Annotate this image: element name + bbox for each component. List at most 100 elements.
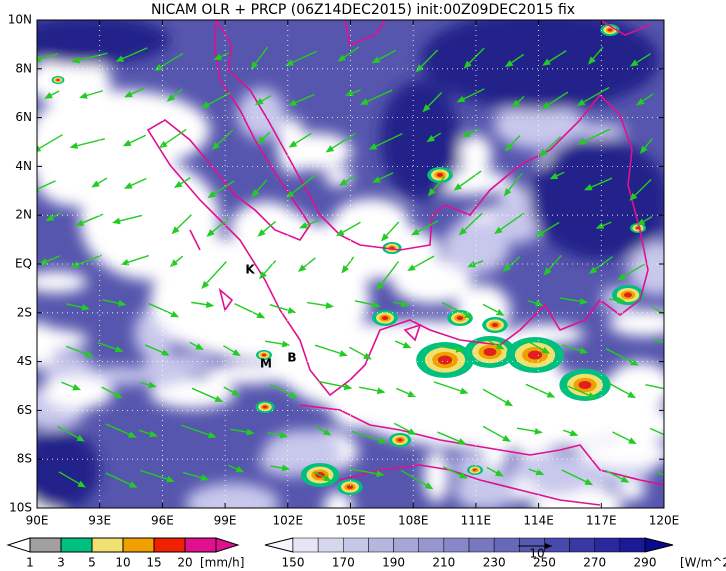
wind-arrowhead <box>231 389 241 397</box>
legend-swatch <box>6 537 31 553</box>
wind-arrowhead <box>378 437 388 444</box>
legend-swatch <box>644 537 674 553</box>
wind-vector <box>654 470 664 476</box>
lat-label: EQ <box>15 257 32 271</box>
legend-swatch <box>184 537 217 553</box>
wind-arrowhead <box>402 341 412 349</box>
lat-label: 10N <box>8 13 32 27</box>
wind-arrowhead <box>673 317 679 322</box>
wind-arrowhead <box>504 59 514 68</box>
wind-arrowhead <box>112 217 121 225</box>
cloud <box>185 483 280 508</box>
legend-label: 10 <box>115 556 130 570</box>
wind-arrowhead <box>325 145 335 153</box>
wind-arrowhead <box>427 188 436 197</box>
wind-arrowhead <box>426 134 436 143</box>
wind-arrowhead <box>495 469 504 477</box>
reference-arrowhead <box>545 543 552 549</box>
wind-arrowhead <box>256 311 266 319</box>
wind-arrowhead <box>541 346 551 354</box>
wind-arrowhead <box>158 140 168 149</box>
wind-arrowhead <box>45 214 55 222</box>
wind-arrowhead <box>415 64 424 73</box>
wind-arrowhead <box>410 228 420 236</box>
legend-swatch <box>29 537 62 553</box>
wind-arrowhead <box>577 138 587 145</box>
wind-arrowhead <box>288 140 298 148</box>
legend-swatch <box>443 537 470 553</box>
cloud <box>497 106 586 144</box>
site-label: M <box>260 357 272 371</box>
wind-arrowhead <box>44 92 53 99</box>
wind-arrowhead <box>458 472 468 479</box>
legend-unit: [mm/h] <box>200 556 244 570</box>
wind-arrowhead <box>504 143 513 152</box>
wind-arrowhead <box>494 226 503 235</box>
cloud-dark <box>37 20 170 65</box>
wind-arrowhead <box>363 352 372 360</box>
wind-arrowhead <box>579 297 589 305</box>
lat-label: 8N <box>15 61 32 75</box>
lat-label: 10S <box>9 501 32 515</box>
wind-arrowhead <box>149 430 158 438</box>
legend-label: 270 <box>583 556 606 570</box>
wind-arrowhead <box>76 434 86 442</box>
lon-label: 111E <box>461 514 492 528</box>
rain-cell <box>437 355 453 365</box>
cloud <box>581 440 664 468</box>
wind-arrowhead <box>251 189 260 198</box>
legend-swatch <box>619 537 646 553</box>
wind-arrowhead <box>123 182 133 189</box>
wind-arrowhead <box>207 190 217 199</box>
legend-label: 230 <box>483 556 506 570</box>
wind-arrowhead <box>71 56 80 64</box>
legend-swatch <box>317 537 344 553</box>
legend-label: 170 <box>332 556 355 570</box>
cloud <box>37 328 89 353</box>
wind-arrowhead <box>299 222 308 229</box>
cloud <box>281 132 353 170</box>
wind-arrowhead <box>279 431 289 439</box>
wind-arrowhead <box>297 264 307 273</box>
site-label: B <box>287 351 296 365</box>
wind-arrowhead <box>381 233 389 242</box>
cloud <box>37 271 88 293</box>
wind-arrowhead <box>288 99 297 106</box>
rain-cell <box>56 79 60 81</box>
wind-arrowhead <box>285 190 295 199</box>
cloud <box>206 363 292 384</box>
lon-label: 108E <box>398 514 429 528</box>
wind-arrowhead <box>629 192 638 201</box>
rain-cell <box>397 438 403 442</box>
wind-arrowhead <box>325 302 334 309</box>
wind-vector <box>37 180 56 191</box>
cloud <box>80 160 220 280</box>
wind-arrowhead <box>459 387 469 395</box>
lon-label: 117E <box>586 514 617 528</box>
wind-arrowhead <box>407 428 417 435</box>
legend-label: 290 <box>634 556 657 570</box>
rain-cell <box>456 316 464 320</box>
wind-arrowhead <box>77 480 86 488</box>
wind-arrowhead <box>588 56 596 65</box>
legend-label: 210 <box>432 556 455 570</box>
rain-cell <box>346 485 354 489</box>
wind-arrowhead <box>372 176 381 183</box>
wind-arrowhead <box>235 465 245 473</box>
wind-arrowhead <box>463 60 472 69</box>
wind-arrowhead <box>673 437 679 441</box>
wind-arrowhead <box>464 311 474 319</box>
wind-arrowhead <box>587 392 597 399</box>
wind-arrowhead <box>75 219 85 226</box>
rain-cell <box>527 350 543 360</box>
legend-label: 150 <box>282 556 305 570</box>
wind-arrowhead <box>257 136 266 145</box>
legend-swatch <box>418 537 445 553</box>
wind-arrowhead <box>201 280 210 290</box>
lat-label: 6N <box>15 110 32 124</box>
lat-label: 8S <box>17 452 32 466</box>
legend-swatch <box>493 537 520 553</box>
wind-arrowhead <box>512 99 521 108</box>
legend-swatch <box>153 537 186 553</box>
